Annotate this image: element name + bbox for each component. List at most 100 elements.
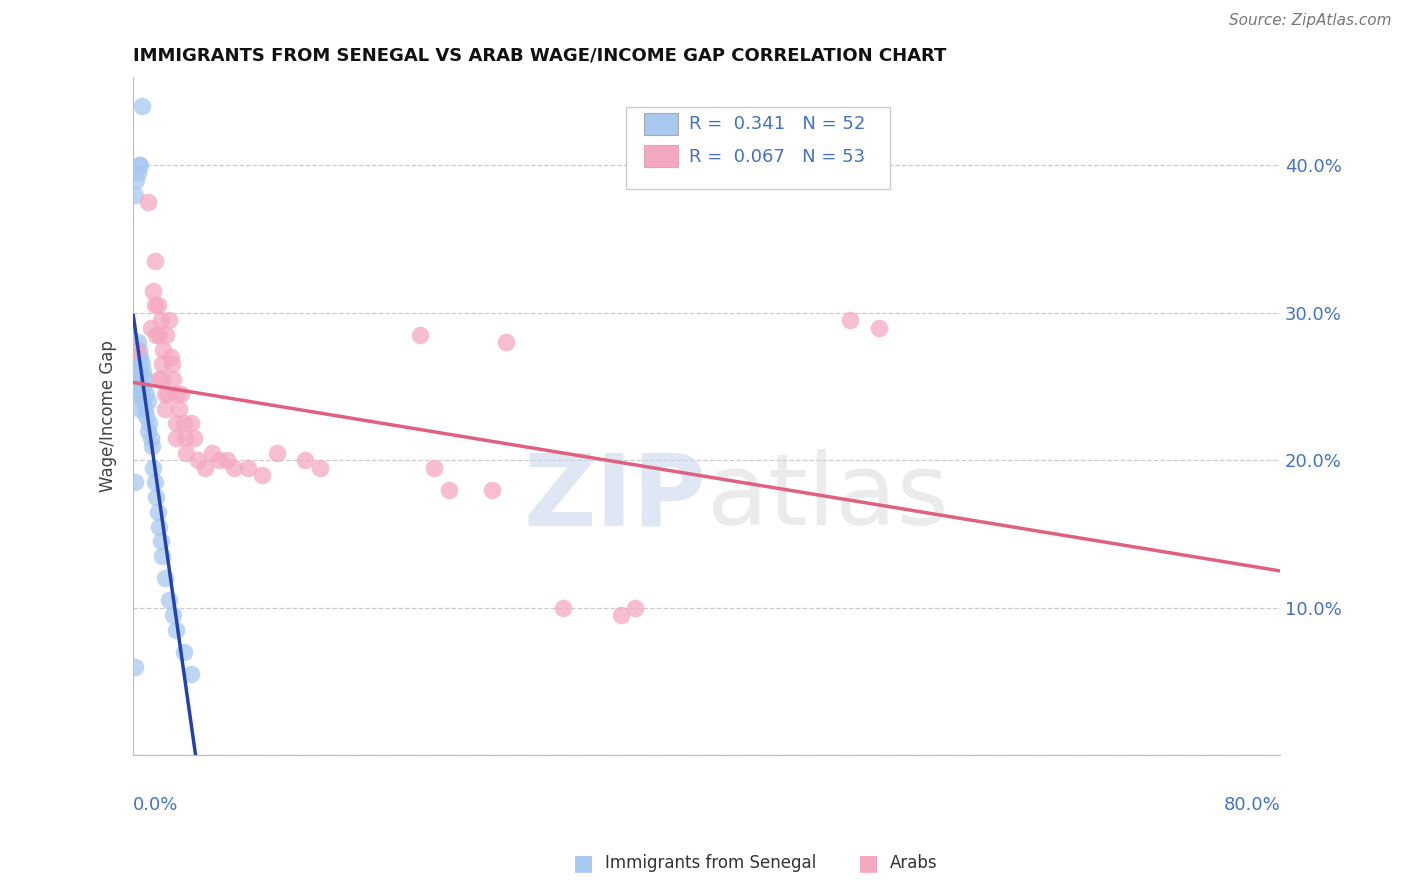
Point — [169, 387, 191, 401]
Point — [481, 483, 503, 497]
Point — [125, 358, 148, 372]
Point — [201, 446, 224, 460]
Point — [173, 417, 195, 431]
Point — [839, 313, 862, 327]
Point — [127, 365, 149, 379]
Point — [215, 453, 238, 467]
Text: Immigrants from Senegal: Immigrants from Senegal — [605, 855, 815, 872]
Point — [495, 335, 517, 350]
Point — [868, 320, 890, 334]
Text: ■: ■ — [574, 854, 593, 873]
Point — [124, 475, 146, 490]
Text: R =  0.067   N = 53: R = 0.067 N = 53 — [689, 148, 866, 166]
Point — [153, 387, 176, 401]
Point — [145, 490, 167, 504]
Point — [222, 460, 245, 475]
Text: ZIP: ZIP — [524, 449, 707, 546]
Point — [138, 417, 160, 431]
Point — [124, 379, 146, 393]
Text: Source: ZipAtlas.com: Source: ZipAtlas.com — [1229, 13, 1392, 29]
Point — [409, 328, 432, 343]
Point — [142, 284, 165, 298]
Point — [128, 343, 150, 357]
Point — [208, 453, 231, 467]
Point — [148, 520, 170, 534]
Point — [180, 417, 202, 431]
Point — [187, 453, 209, 467]
Point — [252, 468, 274, 483]
Point — [160, 358, 183, 372]
Bar — [644, 145, 678, 167]
Point — [134, 372, 156, 386]
Point — [294, 453, 316, 467]
Point — [165, 387, 187, 401]
Point — [553, 600, 575, 615]
Text: IMMIGRANTS FROM SENEGAL VS ARAB WAGE/INCOME GAP CORRELATION CHART: IMMIGRANTS FROM SENEGAL VS ARAB WAGE/INC… — [134, 46, 946, 64]
Point — [162, 608, 184, 623]
Point — [145, 328, 167, 343]
Point — [136, 394, 159, 409]
Point — [150, 358, 173, 372]
Point — [134, 401, 156, 416]
Point — [159, 350, 181, 364]
Point — [136, 195, 159, 210]
Point — [143, 475, 166, 490]
Point — [150, 549, 173, 564]
Point — [139, 320, 162, 334]
Point — [135, 387, 157, 401]
Point — [173, 645, 195, 659]
Point — [127, 166, 149, 180]
Point — [153, 571, 176, 585]
Point — [127, 379, 149, 393]
Point — [176, 446, 198, 460]
Point — [146, 298, 169, 312]
Point — [125, 387, 148, 401]
Point — [129, 158, 152, 172]
Y-axis label: Wage/Income Gap: Wage/Income Gap — [100, 340, 117, 492]
Point — [624, 600, 647, 615]
Point — [129, 365, 152, 379]
Point — [124, 187, 146, 202]
Point — [128, 358, 150, 372]
Point — [153, 401, 176, 416]
Point — [124, 660, 146, 674]
Point — [129, 401, 152, 416]
Point — [143, 298, 166, 312]
Point — [308, 460, 330, 475]
Point — [266, 446, 288, 460]
Point — [124, 350, 146, 364]
Point — [157, 593, 180, 607]
Point — [125, 372, 148, 386]
Point — [157, 313, 180, 327]
Point — [125, 343, 148, 357]
Point — [132, 365, 155, 379]
Bar — [644, 113, 678, 135]
Point — [156, 387, 179, 401]
Text: ■: ■ — [859, 854, 879, 873]
Point — [155, 328, 177, 343]
Point — [132, 379, 155, 393]
Point — [128, 387, 150, 401]
Point — [149, 313, 172, 327]
Point — [165, 431, 187, 445]
Text: R =  0.341   N = 52: R = 0.341 N = 52 — [689, 115, 866, 134]
Text: atlas: atlas — [707, 449, 948, 546]
Point — [165, 623, 187, 637]
Point — [437, 483, 460, 497]
FancyBboxPatch shape — [627, 107, 890, 189]
Point — [152, 343, 174, 357]
Point — [150, 372, 173, 386]
Point — [127, 335, 149, 350]
Point — [131, 358, 153, 372]
Point — [127, 350, 149, 364]
Point — [139, 431, 162, 445]
Point — [148, 372, 170, 386]
Point — [148, 328, 170, 343]
Point — [194, 460, 217, 475]
Point — [236, 460, 259, 475]
Point — [149, 534, 172, 549]
Point — [141, 439, 163, 453]
Point — [128, 158, 150, 172]
Point — [131, 99, 153, 113]
Point — [162, 372, 184, 386]
